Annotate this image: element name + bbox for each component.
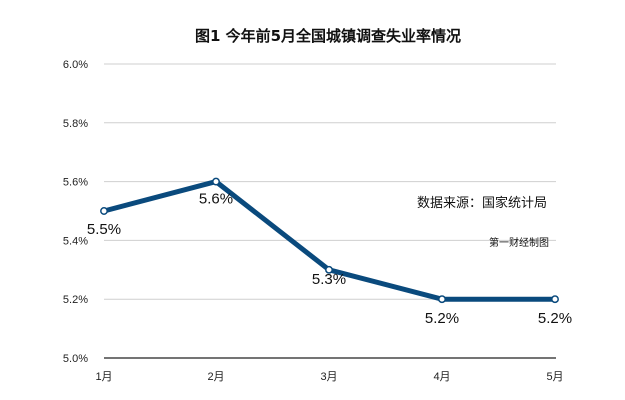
y-tick-label: 6.0% — [63, 59, 88, 71]
data-label: 5.2% — [538, 310, 572, 327]
y-tick-label: 5.8% — [63, 118, 88, 130]
x-axis-ticks: 1月 2月 3月 4月 5月 — [95, 371, 563, 383]
data-point — [100, 207, 108, 215]
credit-annotation: 第一财经制图 — [489, 236, 549, 249]
x-tick-label: 1月 — [95, 371, 112, 383]
data-point — [438, 295, 446, 304]
data-labels: 5.5% 5.6% 5.3% 5.2% 5.2% — [87, 191, 572, 328]
data-label: 5.3% — [312, 271, 346, 288]
x-tick-label: 4月 — [433, 371, 450, 383]
y-axis-ticks: 5.0% 5.2% 5.4% 5.6% 5.8% 6.0% — [63, 59, 88, 365]
chart-title: 图1 今年前5月全国城镇调查失业率情况 — [195, 27, 461, 45]
data-label: 5.2% — [425, 310, 459, 327]
series-group — [100, 177, 559, 304]
y-tick-label: 5.0% — [63, 353, 88, 365]
data-point — [551, 295, 559, 304]
data-point — [325, 265, 333, 274]
x-tick-label: 5月 — [546, 371, 563, 383]
source-annotation: 数据来源：国家统计局 — [417, 195, 547, 211]
data-label: 5.6% — [199, 191, 233, 208]
x-tick-label: 3月 — [320, 371, 337, 383]
data-point — [212, 177, 220, 186]
data-label: 5.5% — [87, 221, 121, 238]
y-tick-label: 5.2% — [63, 294, 88, 306]
gridlines — [104, 63, 556, 359]
y-tick-label: 5.4% — [63, 235, 88, 247]
y-tick-label: 5.6% — [63, 177, 88, 189]
x-tick-label: 2月 — [207, 371, 224, 383]
